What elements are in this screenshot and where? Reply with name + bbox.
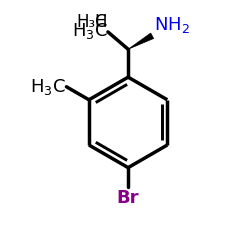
Text: H₃C: H₃C — [76, 13, 107, 31]
Text: $\mathsf{H_3C}$: $\mathsf{H_3C}$ — [30, 77, 66, 97]
Text: Br: Br — [117, 189, 140, 207]
Text: $\mathsf{NH_2}$: $\mathsf{NH_2}$ — [154, 15, 190, 35]
Text: H: H — [94, 13, 107, 31]
Text: $\mathsf{H_3C}$: $\mathsf{H_3C}$ — [72, 21, 108, 41]
Polygon shape — [128, 33, 154, 49]
